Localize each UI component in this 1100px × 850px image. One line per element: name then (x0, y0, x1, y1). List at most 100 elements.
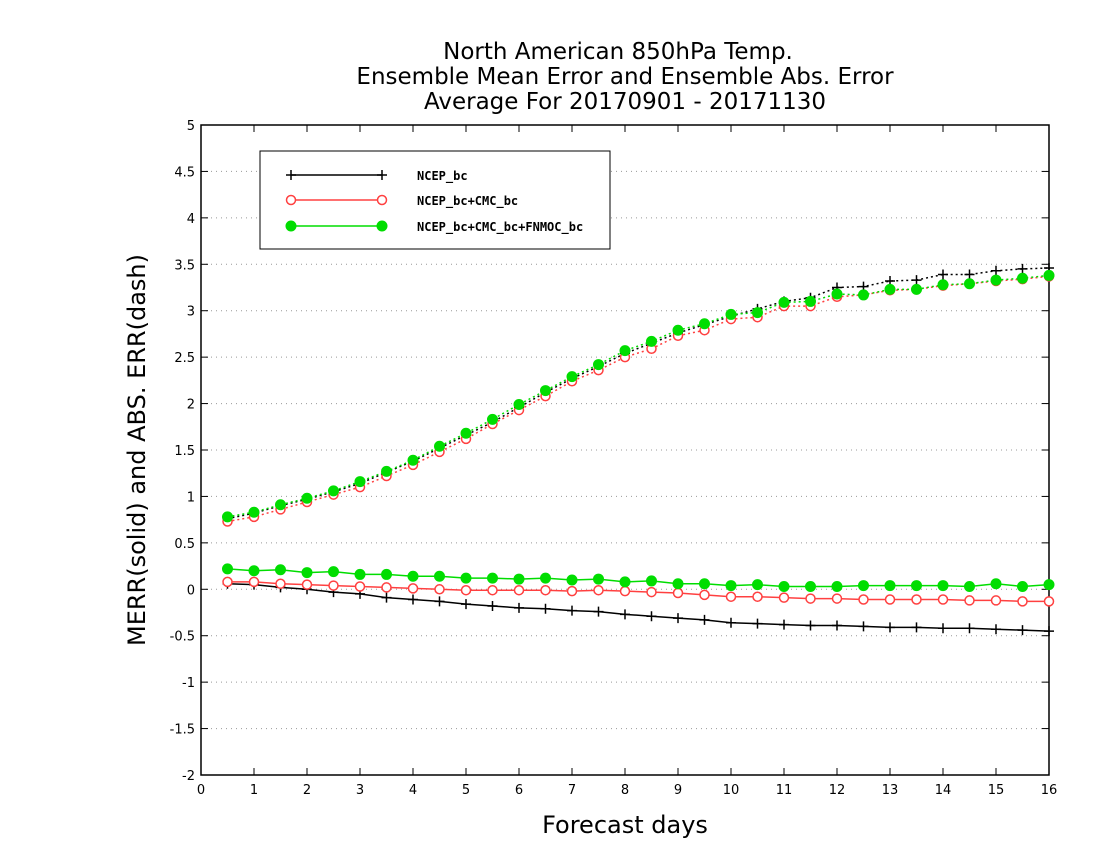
merr-point (831, 581, 843, 592)
abs-err-line-series-2 (227, 275, 1050, 523)
y-tick-label: 0 (187, 583, 195, 598)
abs-err-point (752, 307, 763, 319)
x-tick-label: 3 (356, 783, 364, 798)
merr-point (619, 576, 631, 588)
y-tick-label: -1 (182, 676, 195, 691)
merr-point (487, 601, 498, 611)
merr-point (567, 605, 577, 616)
merr-point (540, 572, 551, 584)
merr-point (407, 570, 419, 582)
merr-point (1043, 596, 1055, 607)
legend-marker-1 (286, 170, 296, 180)
merr-point (646, 586, 657, 598)
merr-point (884, 580, 896, 592)
merr-point (408, 594, 418, 605)
merr-point (275, 564, 286, 576)
abs-err-point (831, 288, 843, 300)
merr-point (514, 602, 524, 613)
merr-point (805, 593, 816, 604)
abs-err-point (699, 318, 710, 330)
series-3 (222, 269, 1055, 592)
abs-err-point (275, 499, 286, 511)
abs-err-point (593, 359, 604, 371)
abs-err-point (566, 371, 578, 383)
merr-point (938, 623, 948, 634)
merr-point (778, 581, 790, 592)
abs-err-point (911, 275, 922, 286)
abs-err-point (487, 413, 498, 425)
abs-err-point (964, 278, 975, 290)
x-tick-label: 11 (776, 783, 793, 798)
merr-point (275, 578, 286, 589)
abs-err-point (725, 308, 737, 320)
merr-point (752, 591, 763, 602)
abs-err-point (990, 274, 1002, 286)
legend-label-2: NCEP_bc+CMC_bc (417, 194, 518, 209)
legend-marker-3 (376, 220, 388, 232)
merr-point (381, 582, 392, 593)
x-tick-label: 0 (197, 783, 205, 798)
series-layer (222, 263, 1055, 637)
merr-line-series-1 (227, 582, 1050, 632)
merr-point (460, 572, 472, 584)
abs-err-point (222, 511, 233, 523)
merr-point (328, 566, 339, 578)
x-tick-label: 15 (988, 783, 1005, 798)
abs-err-point (248, 506, 260, 518)
merr-point (248, 565, 260, 577)
merr-point (752, 618, 763, 629)
abs-err-point (938, 269, 948, 280)
series-2 (222, 271, 1055, 607)
abs-err-point (884, 283, 896, 295)
x-tick-label: 8 (621, 783, 629, 798)
merr-point (381, 592, 392, 603)
merr-point (672, 578, 684, 590)
x-axis-label: Forecast days (542, 811, 708, 839)
y-tick-label: -0.5 (170, 630, 195, 645)
legend-marker-2 (376, 194, 388, 206)
chart-title-line-3: Average For 20170901 - 20171130 (424, 89, 826, 115)
y-tick-label: 4 (187, 212, 195, 227)
merr-point (248, 576, 260, 588)
abs-err-point (381, 465, 392, 477)
merr-point (964, 623, 975, 634)
y-axis-label: MERR(solid) and ABS. ERR(dash) (123, 254, 151, 646)
gridlines (201, 170, 1049, 730)
x-tick-label: 7 (568, 783, 576, 798)
merr-point (885, 622, 895, 633)
merr-point (593, 584, 604, 596)
chart-title-line-2: Ensemble Mean Error and Ensemble Abs. Er… (356, 64, 894, 90)
merr-point (858, 594, 869, 605)
abs-err-point (328, 485, 339, 497)
merr-point (937, 580, 949, 592)
legend-items (285, 170, 388, 232)
legend: NCEP_bc NCEP_bc+CMC_bc NCEP_bc+CMC_bc+FN… (259, 150, 611, 250)
abs-err-point (646, 335, 657, 347)
merr-point (964, 595, 975, 606)
merr-point (354, 581, 366, 592)
merr-point (937, 594, 949, 605)
abs-err-point (513, 399, 525, 410)
abs-err-line-series-3 (227, 274, 1050, 518)
merr-point (461, 599, 471, 610)
merr-point (991, 624, 1001, 635)
x-tick-label: 4 (409, 783, 417, 798)
series-1 (222, 263, 1054, 637)
merr-point (725, 591, 737, 602)
merr-line-series-3 (227, 568, 1050, 588)
merr-point (699, 589, 710, 601)
y-tick-label: 5 (187, 119, 195, 134)
merr-point (911, 580, 922, 592)
merr-point (832, 620, 842, 631)
abs-err-point (540, 385, 551, 397)
merr-point (699, 578, 710, 590)
merr-point (222, 576, 233, 588)
merr-point (964, 581, 975, 592)
x-tick-label: 1 (250, 783, 258, 798)
y-tick-label: 2 (187, 398, 195, 413)
abs-err-point (460, 427, 472, 439)
merr-point (566, 585, 578, 597)
x-tick-label: 16 (1041, 783, 1058, 798)
x-tick-label: 13 (882, 783, 899, 798)
abs-err-point (858, 289, 869, 301)
